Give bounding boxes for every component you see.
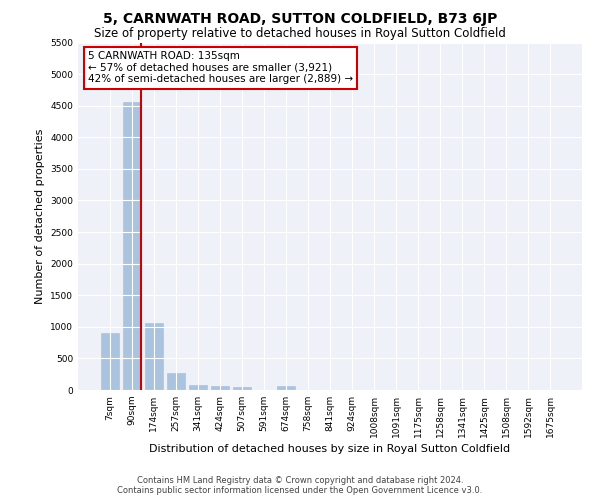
- Bar: [145, 323, 163, 390]
- Bar: [277, 386, 295, 390]
- Y-axis label: Number of detached properties: Number of detached properties: [35, 128, 44, 304]
- Text: Contains HM Land Registry data © Crown copyright and database right 2024.
Contai: Contains HM Land Registry data © Crown c…: [118, 476, 482, 495]
- Bar: [233, 386, 251, 390]
- Text: 5 CARNWATH ROAD: 135sqm
← 57% of detached houses are smaller (3,921)
42% of semi: 5 CARNWATH ROAD: 135sqm ← 57% of detache…: [88, 51, 353, 84]
- Text: 5, CARNWATH ROAD, SUTTON COLDFIELD, B73 6JP: 5, CARNWATH ROAD, SUTTON COLDFIELD, B73 …: [103, 12, 497, 26]
- Text: Size of property relative to detached houses in Royal Sutton Coldfield: Size of property relative to detached ho…: [94, 28, 506, 40]
- Bar: [123, 102, 140, 390]
- Bar: [101, 333, 119, 390]
- Bar: [211, 386, 229, 390]
- Bar: [167, 373, 185, 390]
- X-axis label: Distribution of detached houses by size in Royal Sutton Coldfield: Distribution of detached houses by size …: [149, 444, 511, 454]
- Bar: [189, 385, 206, 390]
